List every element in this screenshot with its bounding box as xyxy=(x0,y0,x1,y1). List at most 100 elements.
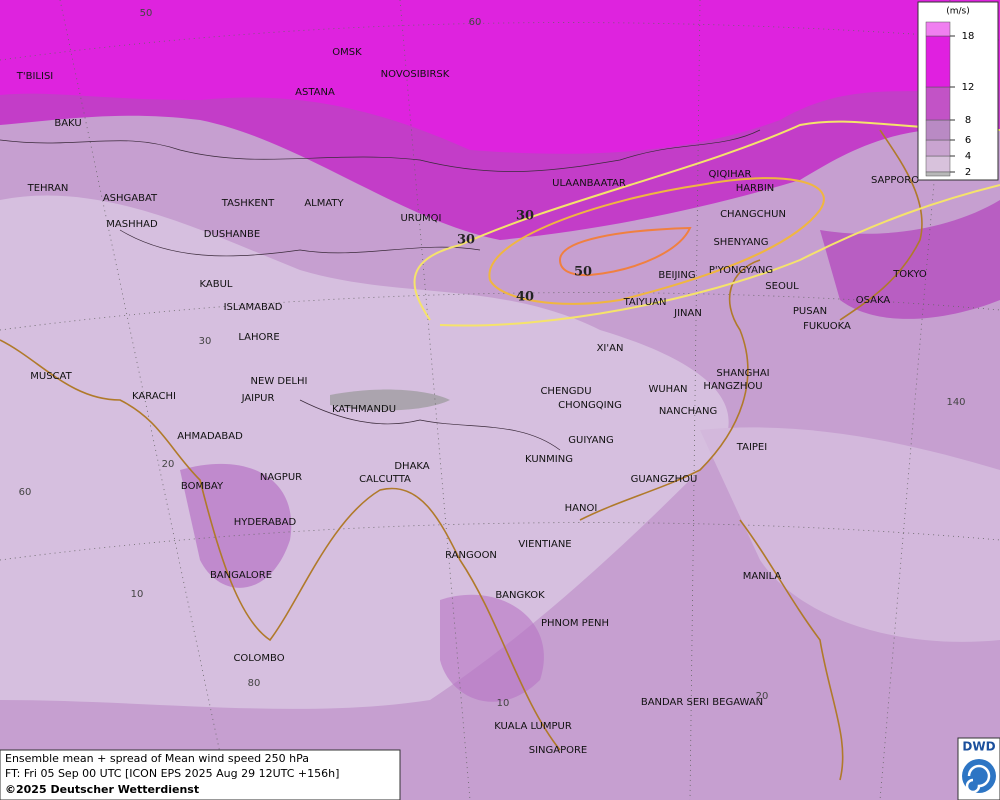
city-label: BANGKOK xyxy=(495,590,545,601)
contour-label: 30 xyxy=(457,233,475,248)
city-label: NOVOSIBIRSK xyxy=(381,69,450,80)
city-label: GUANGZHOU xyxy=(631,474,698,485)
city-label: KUALA LUMPUR xyxy=(494,721,572,732)
legend-tick-label: 6 xyxy=(965,135,971,146)
graticule-label: 20 xyxy=(162,459,175,470)
legend-band xyxy=(925,155,951,173)
city-label: OMSK xyxy=(332,47,362,58)
legend-band xyxy=(925,171,951,177)
city-label: P'YONGYANG xyxy=(709,265,773,276)
city-label: ULAANBAATAR xyxy=(552,178,626,189)
city-label: DUSHANBE xyxy=(204,229,260,240)
legend-band xyxy=(925,35,951,88)
logo-icon xyxy=(962,759,996,793)
coastlines xyxy=(0,129,923,781)
city-label: JAIPUR xyxy=(241,393,275,404)
city-label: JINAN xyxy=(673,308,702,319)
contour-label: 30 xyxy=(516,209,534,224)
city-label: SINGAPORE xyxy=(529,745,588,756)
city-label: URUMQI xyxy=(400,213,441,224)
legend-band xyxy=(925,119,951,141)
contour-label: 40 xyxy=(516,290,534,305)
legend-band xyxy=(925,139,951,157)
graticule-label: 10 xyxy=(497,698,510,709)
city-label: HANOI xyxy=(565,503,598,514)
wind-field xyxy=(0,0,1000,709)
city-label: TOKYO xyxy=(892,269,927,280)
legend-tick-label: 12 xyxy=(962,82,975,93)
city-label: PHNOM PENH xyxy=(541,618,609,629)
caption-line: FT: Fri 05 Sep 00 UTC [ICON EPS 2025 Aug… xyxy=(5,767,339,780)
city-label: TAIYUAN xyxy=(623,297,667,308)
city-label: CALCUTTA xyxy=(359,474,411,485)
city-label: AHMADABAD xyxy=(177,431,243,442)
city-label: PUSAN xyxy=(793,306,827,317)
city-label: NEW DELHI xyxy=(251,376,308,387)
city-label: LAHORE xyxy=(238,332,279,343)
city-label: COLOMBO xyxy=(233,653,284,664)
city-label: SEOUL xyxy=(765,281,799,292)
city-label: BAKU xyxy=(54,118,81,129)
city-label: MUSCAT xyxy=(30,371,72,382)
city-label: ASTANA xyxy=(295,87,335,98)
legend-tick-label: 2 xyxy=(965,167,971,178)
legend: (m/s) 2 4 6 8 12 18 xyxy=(917,1,999,181)
city-label: CHENGDU xyxy=(540,386,591,397)
graticule-label: 50 xyxy=(140,8,153,19)
city-label: KUNMING xyxy=(525,454,573,465)
city-label: BEIJING xyxy=(658,270,695,281)
city-label: NAGPUR xyxy=(260,472,302,483)
city-label: DHAKA xyxy=(394,461,429,472)
caption: Ensemble mean + spread of Mean wind spee… xyxy=(0,749,401,800)
city-label: SHANGHAI xyxy=(716,368,769,379)
graticule-label: 30 xyxy=(199,336,212,347)
city-label: BANDAR SERI BEGAWAN xyxy=(641,697,763,708)
caption-line: ©2025 Deutscher Wetterdienst xyxy=(5,783,199,796)
city-label: QIQIHAR xyxy=(709,169,752,180)
legend-tick-label: 8 xyxy=(965,115,971,126)
logo: DWD xyxy=(957,737,1000,800)
legend-tick-label: 4 xyxy=(965,151,971,162)
city-label: CHONGQING xyxy=(558,400,622,411)
legend-tick-label: 18 xyxy=(962,31,975,42)
graticule-label: 140 xyxy=(946,397,965,408)
logo-text: DWD xyxy=(962,740,995,754)
contour-label: 50 xyxy=(574,265,592,280)
borders xyxy=(0,129,761,451)
city-label: VIENTIANE xyxy=(518,539,571,550)
city-label: CHANGCHUN xyxy=(720,209,786,220)
graticule-label: 80 xyxy=(248,678,261,689)
legend-band xyxy=(925,21,951,37)
graticule-label: 20 xyxy=(756,691,769,702)
caption-box xyxy=(0,749,401,800)
city-label: TASHKENT xyxy=(221,198,275,209)
city-label: RANGOON xyxy=(445,550,497,561)
city-label: TAIPEI xyxy=(736,442,767,453)
city-label: KATHMANDU xyxy=(332,404,396,415)
city-label: SHENYANG xyxy=(713,237,768,248)
city-label: BOMBAY xyxy=(181,481,224,492)
city-label: T'BILISI xyxy=(16,71,53,82)
labels: OMSK NOVOSIBIRSK ASTANA T'BILISI BAKU TEHRAN A… xyxy=(16,8,966,756)
legend-unit: (m/s) xyxy=(946,7,970,17)
caption-line: Ensemble mean + spread of Mean wind spee… xyxy=(5,752,309,765)
city-label: HARBIN xyxy=(736,183,775,194)
contours xyxy=(413,120,1000,327)
city-label: MANILA xyxy=(743,571,782,582)
city-label: BANGALORE xyxy=(210,570,272,581)
city-label: WUHAN xyxy=(648,384,687,395)
city-label: ASHGABAT xyxy=(103,193,158,204)
city-label: KABUL xyxy=(200,279,233,290)
city-label: TEHRAN xyxy=(27,183,69,194)
city-label: SAPPORO xyxy=(871,175,919,186)
city-label: GUIYANG xyxy=(568,435,613,446)
city-label: HYDERABAD xyxy=(234,517,297,528)
graticule-label: 60 xyxy=(19,487,32,498)
logo-swirl xyxy=(965,764,991,794)
city-label: ISLAMABAD xyxy=(224,302,283,313)
city-label: OSAKA xyxy=(856,295,891,306)
city-label: XI'AN xyxy=(597,343,624,354)
city-label: NANCHANG xyxy=(659,406,717,417)
